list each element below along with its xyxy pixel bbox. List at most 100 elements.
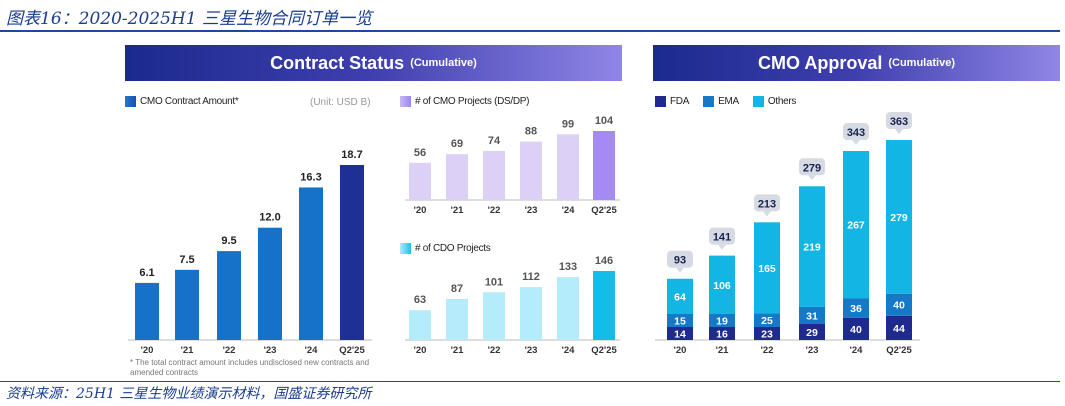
legend-cdo-projects: # of CDO Projects bbox=[400, 243, 491, 254]
segment-label: 279 bbox=[890, 212, 908, 224]
legend-swatch-others bbox=[752, 96, 764, 107]
x-tick-label: '20 bbox=[674, 345, 687, 356]
bar-segment-others bbox=[709, 255, 735, 314]
approval-legend: FDA EMA Others bbox=[655, 96, 796, 107]
value-label: 104 bbox=[595, 115, 614, 127]
value-label: 9.5 bbox=[221, 235, 236, 247]
x-tick-label: '21 bbox=[451, 205, 465, 216]
bar bbox=[593, 131, 615, 200]
bar bbox=[557, 277, 579, 340]
source-note: 资料来源：25H1 三星生物业绩演示材料，国盛证券研究所 bbox=[6, 386, 372, 402]
value-label: 133 bbox=[559, 261, 577, 273]
bar-segment-fda bbox=[709, 327, 735, 340]
footnote: * The total contract amount includes und… bbox=[130, 358, 370, 377]
callout-pointer bbox=[718, 244, 726, 250]
total-callout bbox=[754, 194, 780, 212]
bar bbox=[409, 310, 431, 340]
legend-swatch bbox=[125, 96, 136, 107]
total-label: 213 bbox=[758, 198, 776, 210]
total-label: 279 bbox=[803, 162, 821, 174]
x-tick-label: '23 bbox=[806, 345, 819, 356]
bar bbox=[135, 282, 159, 340]
segment-label: 31 bbox=[806, 310, 818, 322]
value-label: 63 bbox=[414, 294, 426, 306]
bar bbox=[340, 165, 364, 340]
total-callout bbox=[843, 123, 869, 141]
callout-pointer bbox=[808, 175, 816, 181]
legend-label: EMA bbox=[718, 96, 739, 107]
bar-segment-others bbox=[667, 278, 693, 314]
bar-segment-fda bbox=[799, 324, 825, 340]
bar bbox=[483, 292, 505, 340]
segment-label: 165 bbox=[758, 263, 776, 275]
legend-swatch bbox=[400, 96, 411, 107]
bar bbox=[557, 134, 579, 200]
segment-label: 40 bbox=[893, 300, 905, 312]
segment-label: 29 bbox=[806, 327, 818, 339]
value-label: 12.0 bbox=[259, 212, 280, 224]
bar-segment-others bbox=[799, 186, 825, 307]
value-label: 74 bbox=[488, 135, 501, 147]
bar-segment-ema bbox=[799, 306, 825, 325]
segment-label: 219 bbox=[803, 242, 821, 254]
total-label: 93 bbox=[674, 255, 686, 267]
bar-segment-others bbox=[754, 222, 780, 314]
segment-label: 267 bbox=[847, 220, 865, 232]
x-tick-label: '20 bbox=[414, 205, 427, 216]
segment-label: 19 bbox=[716, 316, 728, 328]
callout-pointer bbox=[676, 267, 684, 273]
bar bbox=[175, 269, 199, 340]
value-label: 56 bbox=[414, 147, 426, 159]
x-tick-label: '20 bbox=[141, 345, 154, 356]
x-tick-label: '20 bbox=[414, 345, 427, 356]
value-label: 88 bbox=[525, 126, 537, 138]
legend-swatch-ema bbox=[703, 96, 715, 107]
x-tick-label: '24 bbox=[850, 345, 864, 356]
x-tick-label: '21 bbox=[716, 345, 730, 356]
legend-cmo-projects: # of CMO Projects (DS/DP) bbox=[400, 96, 530, 107]
bar bbox=[409, 162, 431, 200]
bar-segment-ema bbox=[709, 314, 735, 327]
value-label: 87 bbox=[451, 283, 463, 295]
x-tick-label: '24 bbox=[562, 205, 576, 216]
callout-pointer bbox=[852, 140, 860, 146]
bar bbox=[446, 154, 468, 200]
value-label: 112 bbox=[522, 271, 540, 283]
x-tick-label: '24 bbox=[305, 345, 319, 356]
bar-segment-others bbox=[843, 151, 869, 299]
segment-label: 40 bbox=[850, 324, 862, 336]
header-title: Contract Status bbox=[270, 52, 405, 73]
header-sub: (Cumulative) bbox=[888, 57, 955, 69]
callout-pointer bbox=[763, 211, 771, 217]
total-callout bbox=[709, 227, 735, 245]
legend-swatch bbox=[400, 243, 411, 254]
value-label: 146 bbox=[595, 255, 613, 267]
divider bbox=[0, 381, 1060, 382]
total-callout bbox=[667, 250, 693, 268]
bar bbox=[483, 150, 505, 200]
charts-canvas: 6.1 '20 7.5 '21 9.5 '22 12.0 '23 16.3 '24 18.7 Q2'2… bbox=[128, 112, 920, 356]
bar bbox=[520, 287, 542, 340]
divider bbox=[0, 30, 1060, 32]
value-label: 16.3 bbox=[300, 171, 321, 183]
legend-label: # of CDO Projects bbox=[415, 243, 491, 254]
total-callout bbox=[886, 112, 912, 129]
x-tick-label: Q2'25 bbox=[886, 345, 912, 356]
segment-label: 14 bbox=[674, 329, 686, 341]
x-tick-label: '23 bbox=[525, 205, 538, 216]
x-tick-label: Q2'25 bbox=[591, 205, 617, 216]
x-tick-label: '22 bbox=[488, 345, 501, 356]
x-tick-label: '24 bbox=[562, 345, 576, 356]
total-label: 363 bbox=[890, 116, 908, 128]
x-tick-label: '22 bbox=[488, 205, 501, 216]
x-tick-label: '22 bbox=[223, 345, 236, 356]
segment-label: 106 bbox=[713, 280, 731, 292]
bar-segment-ema bbox=[754, 313, 780, 327]
legend-cmo-amount: CMO Contract Amount* bbox=[125, 96, 239, 107]
total-callout bbox=[799, 158, 825, 176]
value-label: 101 bbox=[485, 276, 503, 288]
x-tick-label: '23 bbox=[264, 345, 277, 356]
segment-label: 15 bbox=[674, 316, 686, 328]
value-label: 6.1 bbox=[139, 267, 154, 279]
bar-segment-fda bbox=[886, 315, 912, 340]
